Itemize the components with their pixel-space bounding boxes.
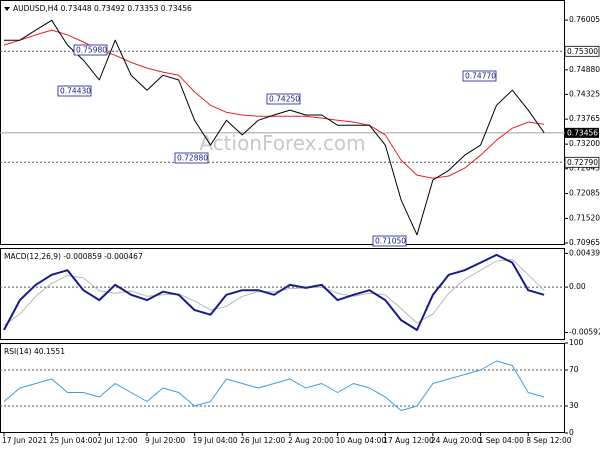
y-tick-label: -0.005922 xyxy=(569,328,600,337)
y-tick-label: 0.73200 xyxy=(569,139,600,148)
last-price-label: 0.73456 xyxy=(567,128,598,137)
series-line xyxy=(3,360,545,411)
y-tick-label: 0.73765 xyxy=(569,114,600,123)
annotation: 0.72880 xyxy=(177,154,208,163)
x-tick-label: 10 Aug 04:00 xyxy=(336,436,387,445)
annotation: 0.74250 xyxy=(269,95,300,104)
series-line xyxy=(3,259,545,326)
annotation-box xyxy=(462,70,497,82)
annotation-box xyxy=(266,93,301,105)
annotation-box xyxy=(57,85,92,97)
y-tick-label: 0 xyxy=(569,428,574,437)
y-tick-label: 0.71520 xyxy=(569,213,600,222)
x-tick-label: 25 Jun 04:00 xyxy=(50,436,98,445)
y-tick-label: 0.72085 xyxy=(569,188,600,197)
x-tick-label: 2 Aug 20:00 xyxy=(288,436,334,445)
level-label: 0.72790 xyxy=(567,158,598,167)
watermark: ActionForex.com xyxy=(199,131,365,155)
panel-frame xyxy=(0,248,565,340)
level-label-box xyxy=(564,156,600,168)
x-tick-label: 17 Aug 12:00 xyxy=(383,436,434,445)
annotation-box xyxy=(174,152,209,164)
y-tick-label: 70 xyxy=(569,365,579,374)
y-tick-label: 100 xyxy=(569,338,584,347)
x-tick-label: 17 Jun 2021 xyxy=(2,436,47,445)
y-tick-label: 0.76005 xyxy=(569,15,600,24)
last-price-box xyxy=(565,127,599,138)
x-tick-label: 2 Jul 12:00 xyxy=(97,436,137,445)
x-tick-label: 1 Sep 04:00 xyxy=(479,436,525,445)
panel-frame xyxy=(0,0,565,245)
menu-arrow xyxy=(4,7,10,11)
annotation-box xyxy=(73,44,108,56)
x-tick-label: 26 Jul 12:00 xyxy=(240,436,285,445)
panel-title: AUDUSD,H4 0.73448 0.73492 0.73353 0.7345… xyxy=(13,4,192,13)
level-label: 0.75300 xyxy=(567,47,598,56)
y-tick-label: 0.00 xyxy=(569,282,586,291)
x-tick-label: 8 Sep 12:00 xyxy=(526,436,572,445)
y-tick-label: 0.74325 xyxy=(569,89,600,98)
annotation: 0.74770 xyxy=(465,72,496,81)
y-tick-label: 0.72645 xyxy=(569,164,600,173)
level-label-box xyxy=(564,45,600,57)
y-tick-label: 0.004391 xyxy=(569,248,600,257)
y-tick-label: 0.70965 xyxy=(569,238,600,247)
x-tick-label: 24 Aug 20:00 xyxy=(431,436,482,445)
annotation-box xyxy=(372,235,407,247)
x-tick-label: 19 Jul 04:00 xyxy=(193,436,238,445)
series-line xyxy=(3,253,545,331)
panel-title: RSI(14) 40.1551 xyxy=(4,347,65,356)
annotation: 0.75980 xyxy=(76,46,107,55)
annotation: 0.71050 xyxy=(375,237,406,246)
panel-title: MACD(12,26,9) -0.000859 -0.000467 xyxy=(4,252,143,261)
y-tick-label: 30 xyxy=(569,401,579,410)
series-line xyxy=(4,19,545,236)
annotation: 0.74430 xyxy=(60,87,91,96)
x-tick-label: 9 Jul 20:00 xyxy=(145,436,185,445)
panel-frame xyxy=(0,343,565,433)
y-tick-label: 0.74880 xyxy=(569,65,600,74)
